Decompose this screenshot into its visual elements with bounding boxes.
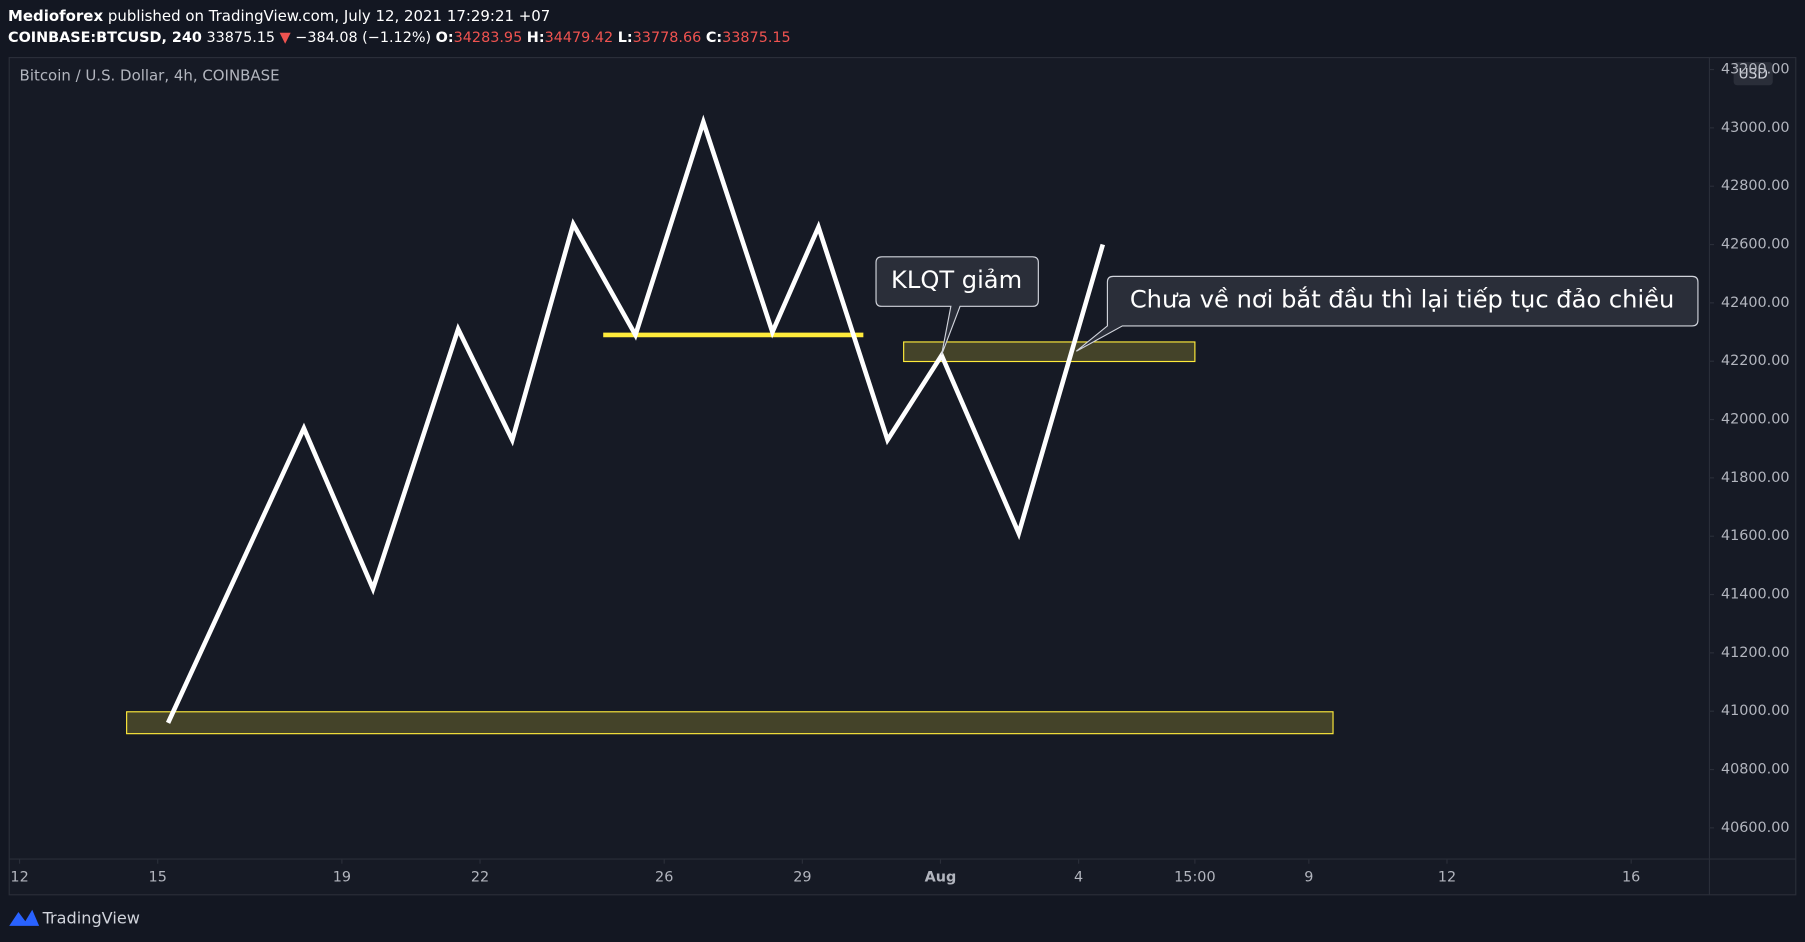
header-line: Medioforex published on TradingView.com,…	[8, 7, 550, 25]
callout	[875, 256, 1039, 355]
x-tick-label: 12	[1438, 870, 1456, 886]
x-tick-label: 15	[149, 870, 167, 886]
ohlc-key: C:	[706, 30, 722, 46]
y-tick-label: 41200.00	[1721, 645, 1790, 661]
x-tick-label: 9	[1304, 870, 1313, 886]
symbol-line: COINBASE:BTCUSD, 240 33875.15 ▼ −384.08 …	[8, 30, 791, 46]
y-tick-label: 41600.00	[1721, 528, 1790, 544]
ohlc-key: H:	[527, 30, 545, 46]
ohlc-value: 34479.42	[545, 30, 614, 46]
arrow: ▼	[280, 30, 292, 46]
ohlc-value: 34283.95	[454, 30, 523, 46]
y-tick-label: 42600.00	[1721, 237, 1790, 253]
callout	[1075, 275, 1699, 352]
y-tick-label: 42800.00	[1721, 178, 1790, 194]
symbol: COINBASE:BTCUSD, 240	[8, 30, 202, 46]
ohlc-key: L:	[618, 30, 633, 46]
chart-title: Bitcoin / U.S. Dollar, 4h, COINBASE	[20, 67, 280, 85]
last-price: 33875.15	[207, 30, 276, 46]
ohlc-value: 33778.66	[633, 30, 702, 46]
currency-badge	[1733, 62, 1773, 86]
y-tick-label: 43200.00	[1721, 62, 1790, 78]
change: −384.08 (−1.12%)	[295, 30, 431, 46]
x-tick-label: 4	[1074, 870, 1083, 886]
published: published on TradingView.com, July 12, 2…	[108, 7, 550, 25]
x-tick-label: 12	[10, 870, 28, 886]
x-tick-label: 15:00	[1174, 870, 1215, 886]
y-tick-label: 40600.00	[1721, 820, 1790, 836]
ohlc-key: O:	[436, 30, 454, 46]
y-tick-label: 42200.00	[1721, 353, 1790, 369]
zone	[126, 711, 1334, 735]
y-tick-label: 42000.00	[1721, 412, 1790, 428]
y-tick-label: 42400.00	[1721, 295, 1790, 311]
x-tick-label: 22	[471, 870, 489, 886]
annotation: KLQT giảm	[891, 266, 1022, 294]
currency: USD	[1738, 66, 1767, 82]
x-tick-label: 29	[793, 870, 811, 886]
chart-frame	[8, 57, 1797, 896]
x-tick-label: 19	[333, 870, 351, 886]
zone	[903, 341, 1196, 363]
plot	[126, 114, 1334, 735]
y-tick-label: 40800.00	[1721, 762, 1790, 778]
x-tick-label: Aug	[925, 870, 957, 886]
y-tick-label: 41800.00	[1721, 470, 1790, 486]
y-tick-label: 41000.00	[1721, 703, 1790, 719]
author: Medioforex	[8, 7, 103, 25]
y-tick-label: 41400.00	[1721, 587, 1790, 603]
y-tick-label: 43000.00	[1721, 120, 1790, 136]
logo	[9, 909, 40, 926]
brand: TradingView	[42, 908, 140, 927]
x-tick-label: 16	[1622, 870, 1640, 886]
ohlc-value: 33875.15	[722, 30, 791, 46]
annotation: Chưa về nơi bắt đầu thì lại tiếp tục đảo…	[1130, 285, 1675, 314]
price-line	[165, 114, 1106, 724]
x-tick-label: 26	[655, 870, 673, 886]
